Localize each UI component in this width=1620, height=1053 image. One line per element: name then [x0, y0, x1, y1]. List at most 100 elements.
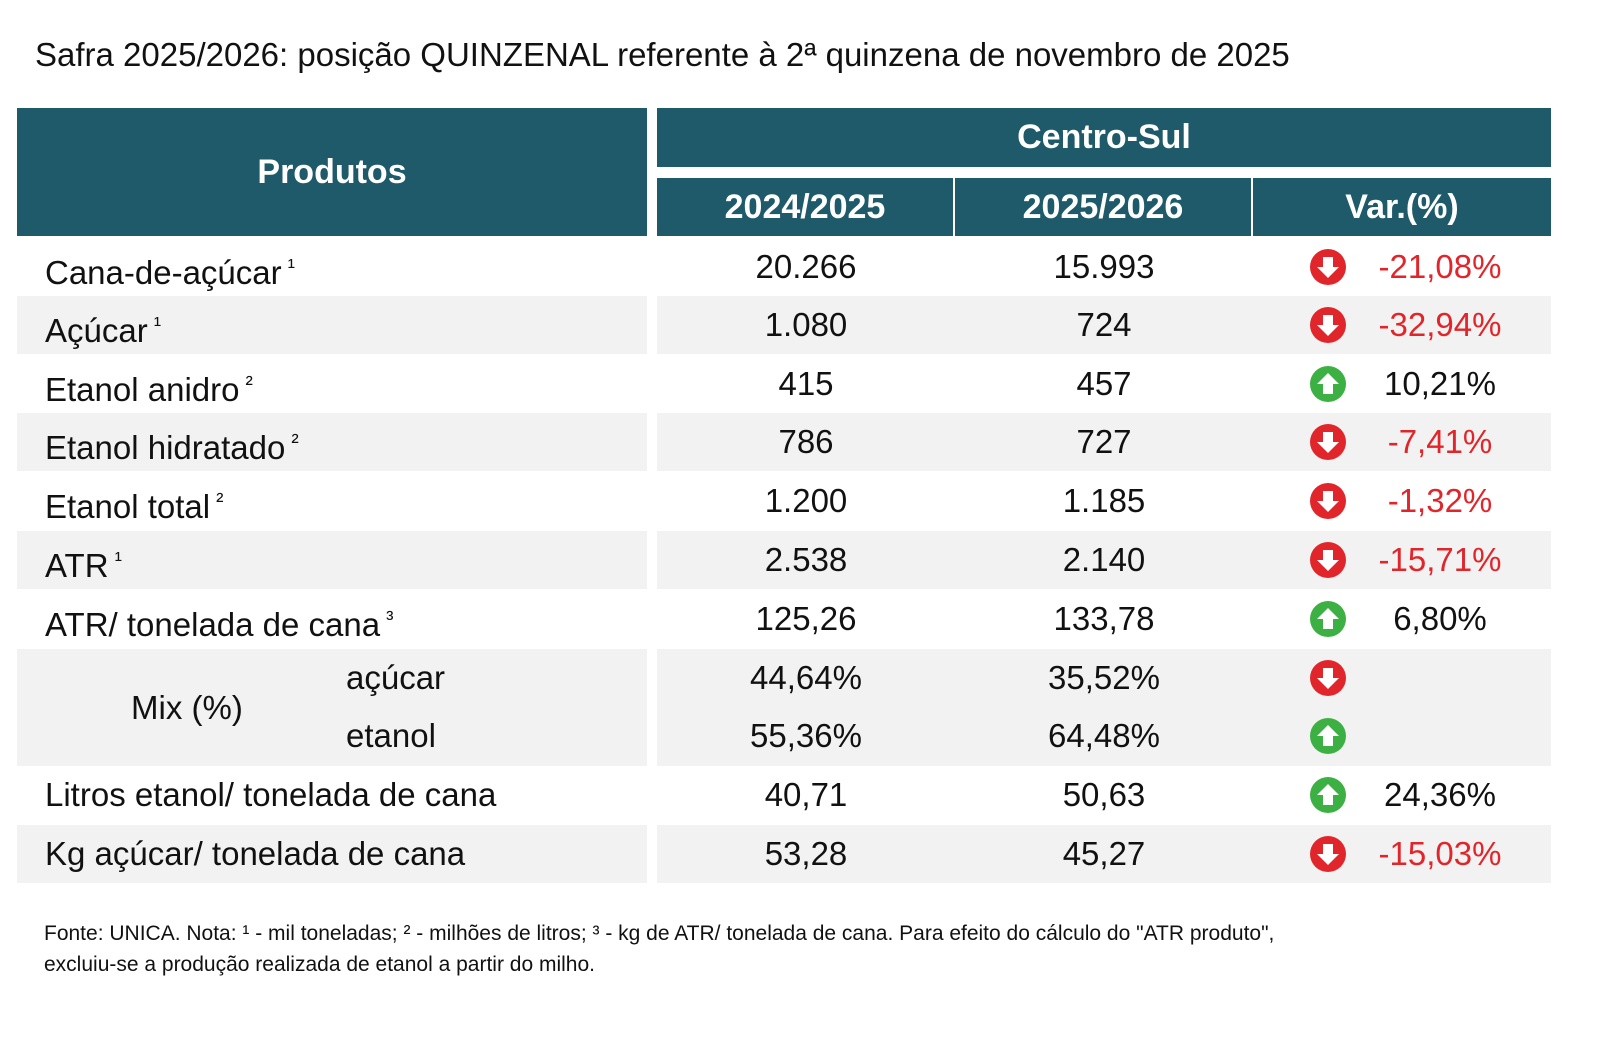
cell-bg [17, 531, 647, 589]
table-row: Cana-de-açúcar ¹ 20.266 15.993 -21,08% [17, 238, 1551, 296]
row-note: ³ [386, 606, 394, 631]
value-2024: 53,28 [764, 835, 848, 872]
trend-icon [1310, 836, 1346, 872]
table-row: Etanol hidratado ² 786 727 -7,41% [17, 413, 1551, 471]
row-label: Kg açúcar/ tonelada de cana [45, 825, 465, 883]
trend-icon [1310, 249, 1346, 285]
cell-bg [657, 296, 1551, 354]
trend-icon [1310, 660, 1346, 696]
trend-icon [1310, 307, 1346, 343]
row-note: ¹ [153, 312, 162, 337]
row-label: Açúcar ¹ [45, 296, 161, 360]
row-name: Kg açúcar/ tonelada de cana [45, 835, 466, 872]
value-2024: 55,36% [750, 717, 862, 754]
row-name: ATR [45, 547, 109, 584]
table-row: Mix (%) açúcar 44,64% 35,52% etanol 55,36% 64,… [17, 649, 1551, 766]
header-region: Centro-Sul [657, 108, 1551, 167]
mix-part-name: açúcar [346, 659, 446, 696]
variation: -21,08% [1378, 248, 1502, 285]
variation: -15,03% [1378, 835, 1502, 872]
footnote-line: excluiu-se a produção realizada de etano… [44, 953, 595, 976]
variation: -15,71% [1378, 541, 1502, 578]
row-note: ¹ [114, 547, 122, 572]
variation: 6,80% [1393, 600, 1487, 637]
header-col: 2025/2026 [955, 178, 1251, 236]
table-row: Etanol total ² 1.200 1.185 -1,32% [17, 472, 1551, 530]
value-2025: 45,27 [1062, 835, 1146, 872]
value-2025: 724 [1076, 306, 1132, 343]
value-2025: 64,48% [1048, 717, 1160, 754]
trend-icon [1310, 483, 1346, 519]
trend-icon [1310, 718, 1346, 754]
value-2024: 40,71 [764, 776, 848, 813]
row-note: ² [216, 488, 224, 513]
title: Safra 2025/2026: posição QUINZENAL refer… [35, 36, 1290, 73]
row-name: Açúcar [45, 312, 148, 349]
trend-icon [1310, 366, 1346, 402]
value-2025: 2.140 [1062, 541, 1146, 578]
row-note: ¹ [287, 254, 295, 279]
cell-bg [17, 296, 647, 354]
value-2024: 1.200 [764, 482, 848, 519]
cell-bg [657, 649, 1551, 766]
row-label: Etanol anidro ² [45, 355, 253, 419]
row-label: Etanol hidratado ² [45, 413, 299, 477]
row-label: ATR/ tonelada de cana ³ [45, 590, 393, 654]
value-2025: 15.993 [1053, 248, 1155, 285]
cell-bg [17, 825, 647, 883]
value-2024: 415 [778, 365, 834, 402]
row-name: ATR/ tonelada de cana [45, 606, 381, 643]
value-2025: 35,52% [1048, 659, 1160, 696]
value-2024: 1.080 [764, 306, 848, 343]
row-label: Etanol total ² [45, 472, 223, 536]
table-row: Litros etanol/ tonelada de cana 40,71 50,6… [17, 766, 1551, 824]
value-2024: 20.266 [755, 248, 857, 285]
table-row: Açúcar ¹ 1.080 724 -32,94% [17, 296, 1551, 354]
value-2025: 457 [1076, 365, 1132, 402]
mix-part-name: etanol [346, 717, 436, 754]
cell-bg [657, 825, 1551, 883]
variation: -7,41% [1387, 423, 1493, 460]
value-2025: 727 [1076, 423, 1132, 460]
value-2024: 125,26 [755, 600, 857, 637]
value-2025: 50,63 [1062, 776, 1146, 813]
row-name: Litros etanol/ tonelada de cana [45, 776, 497, 813]
table-row: ATR ¹ 2.538 2.140 -15,71% [17, 531, 1551, 589]
footnote-line: Fonte: UNICA. Nota: ¹ - mil toneladas; ²… [44, 922, 1275, 945]
table-row: Kg açúcar/ tonelada de cana 53,28 45,27 -15… [17, 825, 1551, 883]
cell-bg [17, 649, 647, 766]
mix-label: Mix (%) [131, 689, 243, 726]
variation: -1,32% [1387, 482, 1493, 519]
value-2024: 44,64% [750, 659, 862, 696]
variation: -32,94% [1378, 306, 1502, 343]
row-label: Litros etanol/ tonelada de cana [45, 766, 496, 824]
row-note: ² [245, 371, 253, 396]
footnote: Fonte: UNICA. Nota: ¹ - mil toneladas; ²… [44, 918, 1274, 980]
row-name: Etanol anidro [45, 371, 240, 408]
cell-bg [17, 413, 647, 471]
row-label: Cana-de-açúcar ¹ [45, 238, 295, 302]
value-2024: 2.538 [764, 541, 848, 578]
trend-icon [1310, 542, 1346, 578]
trend-icon [1310, 601, 1346, 637]
row-name: Etanol hidratado [45, 429, 286, 466]
cell-bg [657, 413, 1551, 471]
trend-icon [1310, 424, 1346, 460]
table-row: ATR/ tonelada de cana ³ 125,26 133,78 6,80% [17, 590, 1551, 648]
row-name: Cana-de-açúcar [45, 254, 282, 291]
value-2025: 1.185 [1062, 482, 1146, 519]
value-2025: 133,78 [1053, 600, 1155, 637]
trend-icon [1310, 777, 1346, 813]
header-col: Var.(%) [1253, 178, 1551, 236]
table-row: Etanol anidro ² 415 457 10,21% [17, 355, 1551, 413]
header-products: Produtos [17, 108, 647, 236]
value-2024: 786 [778, 423, 834, 460]
header-col: 2024/2025 [657, 178, 953, 236]
variation: 10,21% [1384, 365, 1496, 402]
variation: 24,36% [1384, 776, 1496, 813]
row-name: Etanol total [45, 488, 211, 525]
row-note: ² [291, 429, 299, 454]
cell-bg [657, 531, 1551, 589]
row-label: ATR ¹ [45, 531, 122, 595]
